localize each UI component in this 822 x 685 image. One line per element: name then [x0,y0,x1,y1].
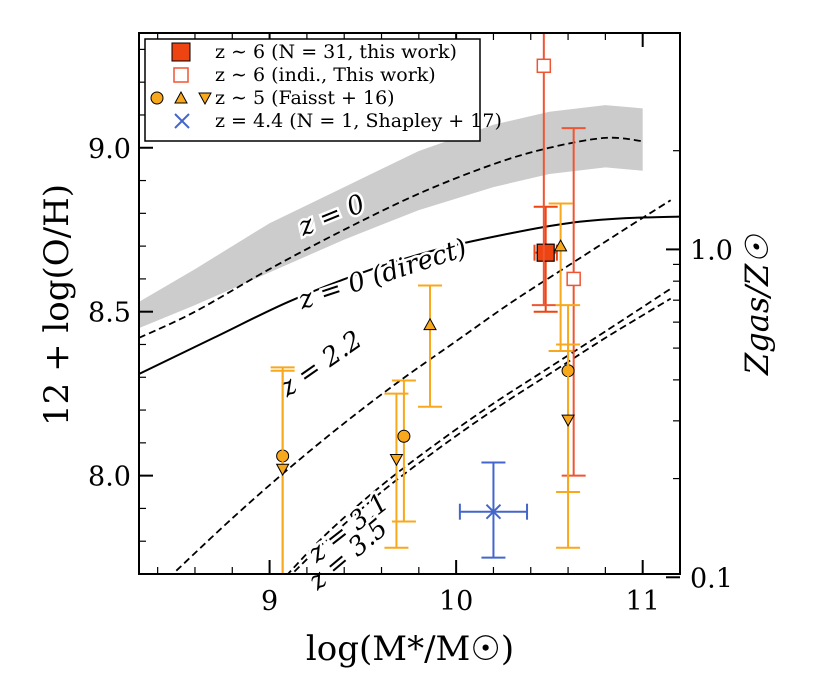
legend-marker-1 [173,67,189,83]
plot-frame [138,32,681,575]
marker-4 [275,463,290,477]
data-point-4 [270,369,295,574]
marker-7 [423,317,437,331]
legend-label-0: z ∼ 6 (N = 31, this work) [215,41,457,63]
legend-marker-circle-2 [150,91,164,105]
marker-0 [536,243,555,262]
legend-marker-3 [174,113,190,129]
y-tick-label-0: 8.0 [88,462,131,493]
legend-marker-tri-up-2 [174,90,188,104]
y-tick-label-2: 9.0 [88,134,131,165]
legend-marker-tri-down-2 [198,92,212,106]
data-point-11 [458,461,529,559]
marker-5 [397,429,411,443]
legend-label-1: z ∼ 6 (indi., This work) [215,64,436,86]
relation-lines-layer [139,136,680,574]
y-axis-label: 12 + log(O/H) [37,184,77,426]
legend-entry-2: z ∼ 5 (Faisst + 16) [150,87,395,109]
marker-6 [389,453,404,467]
series-line-2 [175,199,672,572]
marker-11 [485,503,502,520]
series-line-3 [286,287,672,574]
series-line-0 [139,136,643,339]
x-tick-label-0: 9 [261,586,278,617]
axes-layer: 9 10 11 8.0 8.5 9.0 0.1 1.0 [88,33,733,617]
shaded-band [139,105,643,329]
series-line-1 [139,215,680,375]
legend-label-2: z ∼ 5 (Faisst + 16) [215,87,395,109]
data-point-10 [556,343,581,549]
right-tick-label-0: 0.1 [690,563,733,594]
data-points-layer [270,33,586,574]
annotation-2: z = 2.2 [273,325,368,404]
marker-2 [566,271,581,287]
legend-entry-3: z = 4.4 (N = 1, Shapley + 17) [174,110,502,132]
legend-entry-0: z ∼ 6 (N = 31, this work) [171,41,457,63]
y-tick-label-1: 8.5 [88,298,131,329]
data-point-0 [533,205,558,313]
data-point-7 [418,284,443,408]
legend-marker-0 [171,42,191,62]
legend-box [144,38,481,142]
shaded-band-layer [139,105,643,329]
right-tick-label-1: 1.0 [690,235,733,266]
data-point-2 [561,127,586,477]
right-axis-label: Zgas/Z☉ [738,234,776,376]
marker-8 [553,239,568,252]
legend-label-3: z = 4.4 (N = 1, Shapley + 17) [215,110,502,132]
x-axis-label: log(M*/M☉) [306,629,514,669]
legend: z ∼ 6 (N = 31, this work)z ∼ 6 (indi., T… [144,38,502,142]
legend-entry-1: z ∼ 6 (indi., This work) [173,64,436,86]
x-tick-label-1: 10 [439,586,473,617]
data-point-6 [384,392,409,549]
x-tick-label-2: 11 [626,586,660,617]
series-line-4 [290,297,672,574]
marker-1 [536,58,552,74]
data-point-1 [531,33,556,307]
marker-10 [561,414,575,427]
